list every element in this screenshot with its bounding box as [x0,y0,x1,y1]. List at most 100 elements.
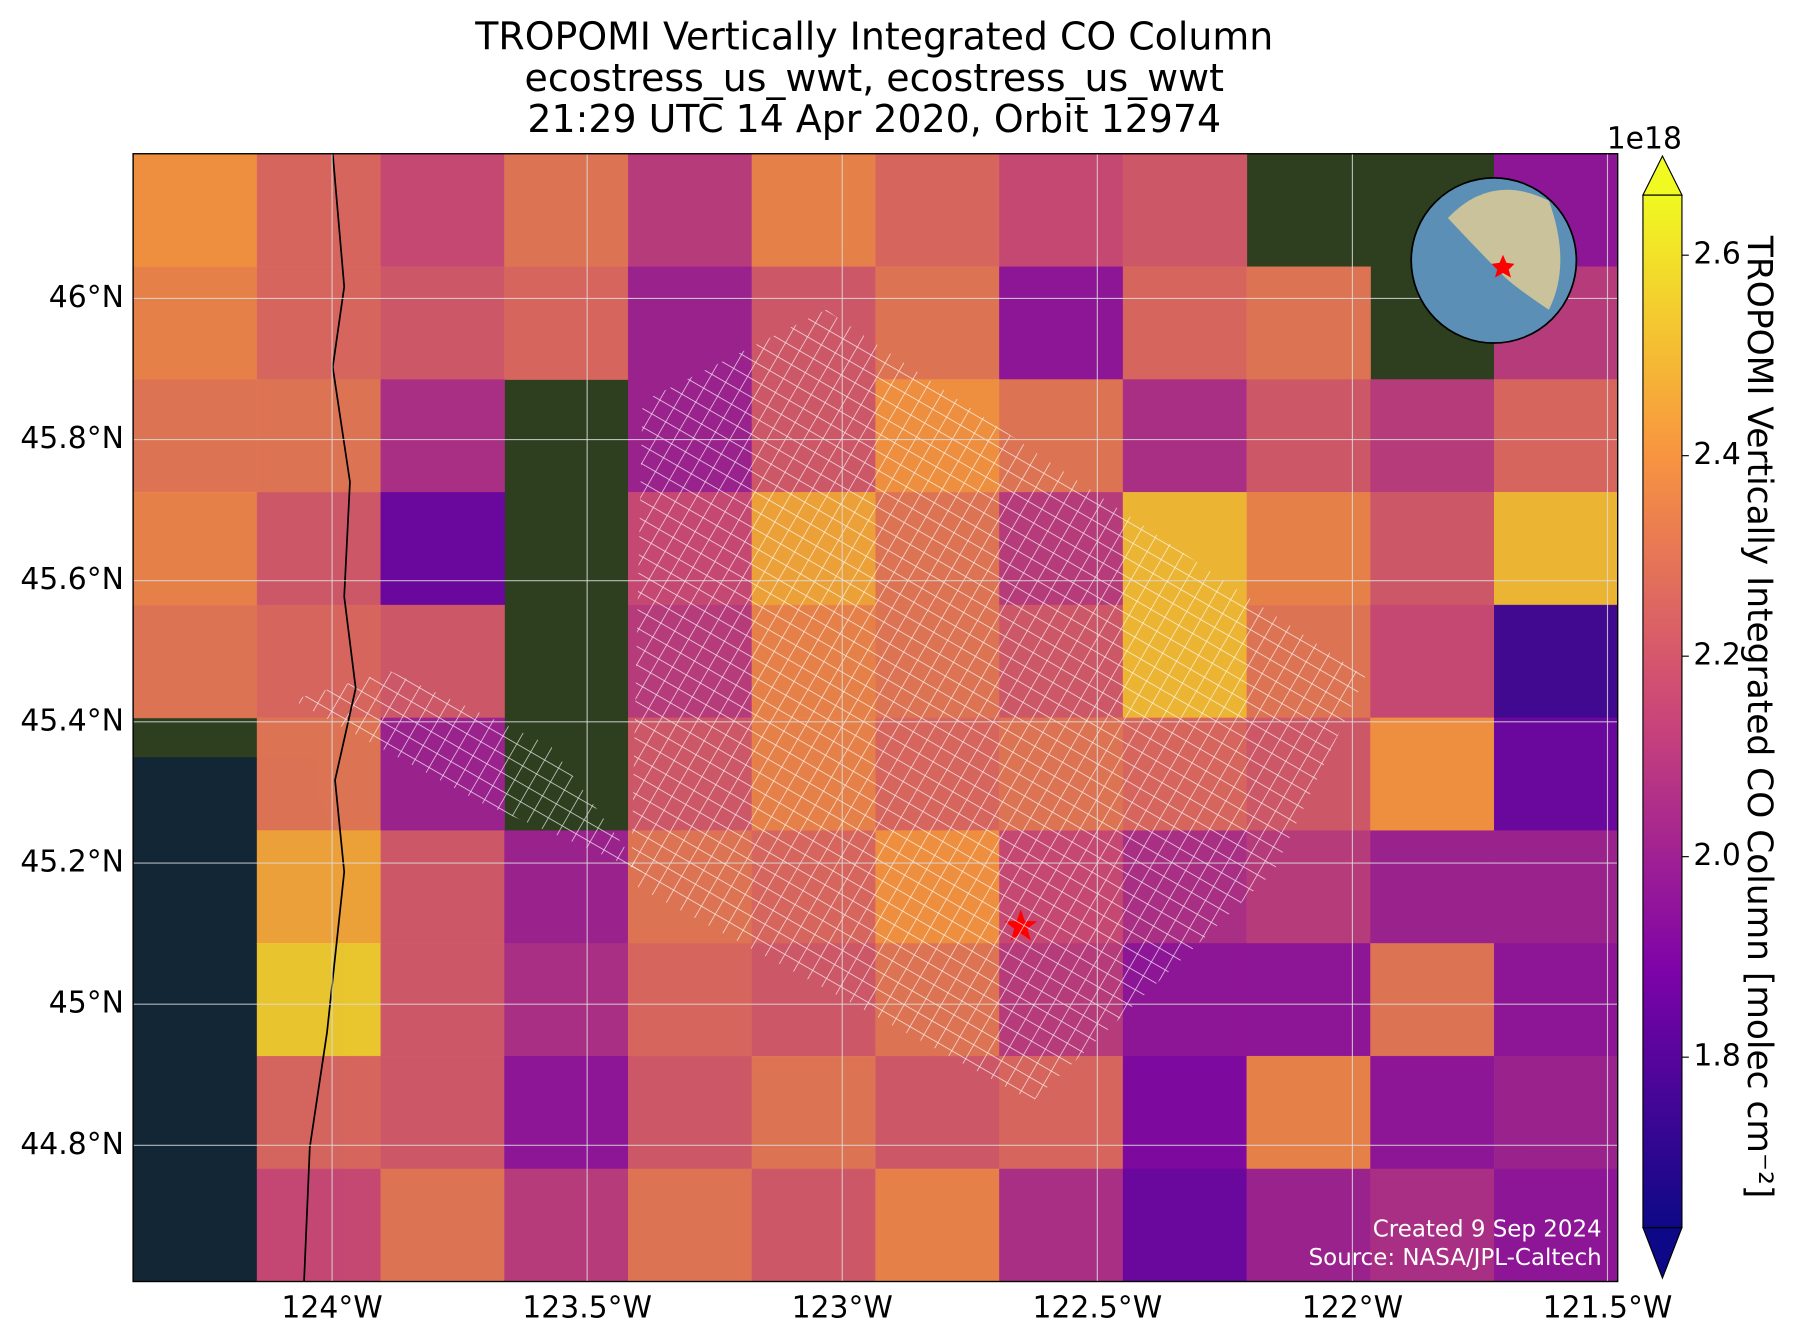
x-tick-label: 122.5°W [1032,1291,1162,1326]
co-cell [380,266,505,380]
co-cell [999,1168,1124,1282]
globe-site-marker [1491,254,1515,278]
co-cell [256,830,382,944]
y-tick-label: 45.8°N [20,421,124,456]
colorbar-tick-label: 2.6 [1693,237,1740,272]
co-cell [504,266,629,380]
co-cell [256,153,382,268]
swath-outline [631,309,1366,1102]
co-cell [751,153,876,268]
co-cell [133,153,258,268]
y-tick-label: 44.8°N [20,1127,124,1162]
co-cell [627,153,753,268]
x-tick-label: 123°W [792,1291,893,1326]
co-cell [999,266,1124,380]
map-frame [132,153,1619,1283]
title-line: ecostress_us_wwt, ecostress_us_wwt [525,56,1224,100]
co-cell [256,1055,382,1170]
co-cell [1122,1055,1248,1170]
co-cell [875,153,1000,268]
co-cell [504,943,629,1057]
co-cell [1493,379,1618,493]
co-cell [380,379,505,493]
co-cell [504,1168,629,1282]
colorbar-label: TROPOMI Vertically Integrated CO Column … [1739,235,1779,1198]
y-tick-label: 46°N [49,280,124,315]
co-cell [1493,492,1618,606]
co-cell [1370,830,1495,944]
co-cell [380,153,505,268]
co-cell [1122,266,1248,380]
co-cell [1122,379,1248,493]
colorbar-gradient [1642,195,1682,1228]
co-cell [1493,604,1618,719]
map-area: Created 9 Sep 2024 Source: NASA/JPL-Calte… [133,153,1618,1282]
colorbar-frame [1642,194,1683,1229]
coastline [303,153,357,1282]
co-cell [133,379,258,493]
co-cell [1122,153,1248,268]
co-cell [1370,604,1495,719]
co-cell [627,1055,753,1170]
co-cell [875,1055,1000,1170]
globe-inset [1410,176,1578,344]
co-cell [999,153,1124,268]
co-cell [256,943,382,1057]
co-cell [1246,1055,1371,1170]
co-cell [504,1055,629,1170]
co-cell [751,1168,876,1282]
co-cell [1493,1168,1618,1282]
co-cell [380,1055,505,1170]
co-cell [256,266,382,380]
co-cell [627,1168,753,1282]
co-cell [1246,943,1371,1057]
co-cell [380,943,505,1057]
colorbar-tick-label: 2.4 [1693,437,1740,472]
x-tick-label: 121.5°W [1543,1291,1673,1326]
co-cell [1246,379,1371,493]
co-cell [875,1168,1000,1282]
colorbar-offset: 1e18 [1607,121,1682,156]
title-line: 21:29 UTC 14 Apr 2020, Orbit 12974 [527,97,1221,141]
title-line: TROPOMI Vertically Integrated CO Column [474,15,1273,59]
co-cell [627,943,753,1057]
co-cell [1493,943,1618,1057]
y-tick-label: 45.2°N [20,845,124,880]
co-cell [133,492,258,606]
x-tick-label: 122°W [1302,1291,1403,1326]
co-cell [751,1055,876,1170]
co-cell [256,492,382,606]
colorbar-tick-label: 2.2 [1693,638,1740,673]
co-cell [1246,492,1371,606]
co-cell [256,379,382,493]
co-cell [1370,379,1495,493]
colorbar-tick-label: 2.0 [1693,838,1740,873]
x-tick-label: 124°W [281,1291,382,1326]
y-tick-label: 45°N [49,986,124,1021]
y-tick-label: 45.6°N [20,562,124,597]
co-cell [1370,1168,1495,1282]
co-cell [1122,1168,1248,1282]
co-cell [133,266,258,380]
co-cell [1370,492,1495,606]
co-cell [1246,1168,1371,1282]
co-cell [1493,1055,1618,1170]
co-cell [380,492,505,606]
co-cell [1370,943,1495,1057]
colorbar: 1.8 2.0 2.2 2.4 2.6 1e18 TROPOMI Vertically In… [1607,121,1779,1280]
credit-line: Created 9 Sep 2024 [1373,1216,1602,1242]
colorbar-extend-top [1642,154,1683,196]
co-cell [1370,1055,1495,1170]
co-cell [1493,717,1618,831]
credit-line: Source: NASA/JPL-Caltech [1309,1245,1602,1271]
y-tick-label: 45.4°N [20,703,124,738]
co-cell [504,153,629,268]
co-cell [256,1168,382,1282]
co-cell [380,830,505,944]
colorbar-extend-bottom [1642,1227,1683,1280]
co-cell [1493,830,1618,944]
co-cell [1370,717,1495,831]
continent [1447,189,1561,310]
co-cell [1246,266,1371,380]
